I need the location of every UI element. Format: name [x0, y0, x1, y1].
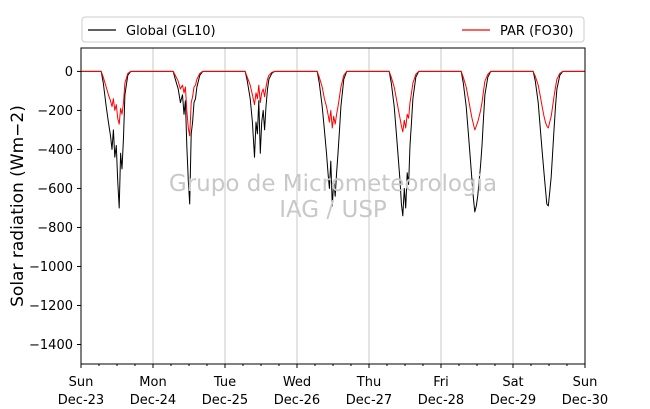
x-tick-label-day: Fri — [433, 375, 449, 390]
series-line-global-gl10 — [81, 70, 585, 217]
x-axis-ticks: Sun Dec-23 Mon Dec-24 Tue Dec-25 Wed Dec-26 Thu D… — [58, 364, 608, 408]
x-tick-label-day: Mon — [139, 375, 166, 390]
y-tick-label: −600 — [37, 182, 73, 197]
x-tick-label-date: Dec-23 — [58, 393, 104, 408]
series-lines — [81, 70, 585, 217]
x-tick-label-date: Dec-29 — [490, 393, 536, 408]
watermark: Grupo de Micrometeorologia IAG / USP — [169, 171, 497, 223]
y-axis-label: Solar radiation (Wm−2) — [8, 105, 28, 307]
y-tick-label: −200 — [37, 104, 73, 119]
x-tick-label-date: Dec-26 — [274, 393, 320, 408]
watermark-line-1: Grupo de Micrometeorologia — [169, 171, 497, 197]
series-line-par-fo30 — [81, 70, 585, 137]
x-tick-label-day: Thu — [356, 375, 381, 390]
y-tick-label: 0 — [65, 65, 73, 80]
x-tick-label-date: Dec-27 — [346, 393, 392, 408]
y-tick-label: −1200 — [29, 299, 73, 314]
legend-frame — [81, 16, 585, 43]
y-tick-label: −400 — [37, 143, 73, 158]
legend-label-par: PAR (FO30) — [500, 24, 573, 39]
x-tick-label-day: Sat — [502, 375, 523, 390]
y-tick-label: −1000 — [29, 260, 73, 275]
x-tick-label-date: Dec-30 — [562, 393, 608, 408]
grid-lines — [152, 48, 514, 364]
x-tick-label-day: Tue — [213, 375, 236, 390]
x-tick-label-day: Sun — [573, 375, 598, 390]
x-tick-label-date: Dec-24 — [130, 393, 176, 408]
x-tick-label-day: Wed — [283, 375, 311, 390]
y-tick-label: −800 — [37, 221, 73, 236]
legend: Global (GL10) PAR (FO30) — [81, 16, 585, 43]
legend-label-global: Global (GL10) — [126, 24, 216, 39]
watermark-line-2: IAG / USP — [279, 197, 387, 223]
y-axis-ticks: 0 −200 −400 −600 −800 −1000 −1200 −1400 — [29, 65, 81, 353]
x-tick-label-date: Dec-28 — [418, 393, 464, 408]
y-tick-label: −1400 — [29, 338, 73, 353]
x-tick-label-date: Dec-25 — [202, 393, 248, 408]
x-tick-label-day: Sun — [69, 375, 94, 390]
